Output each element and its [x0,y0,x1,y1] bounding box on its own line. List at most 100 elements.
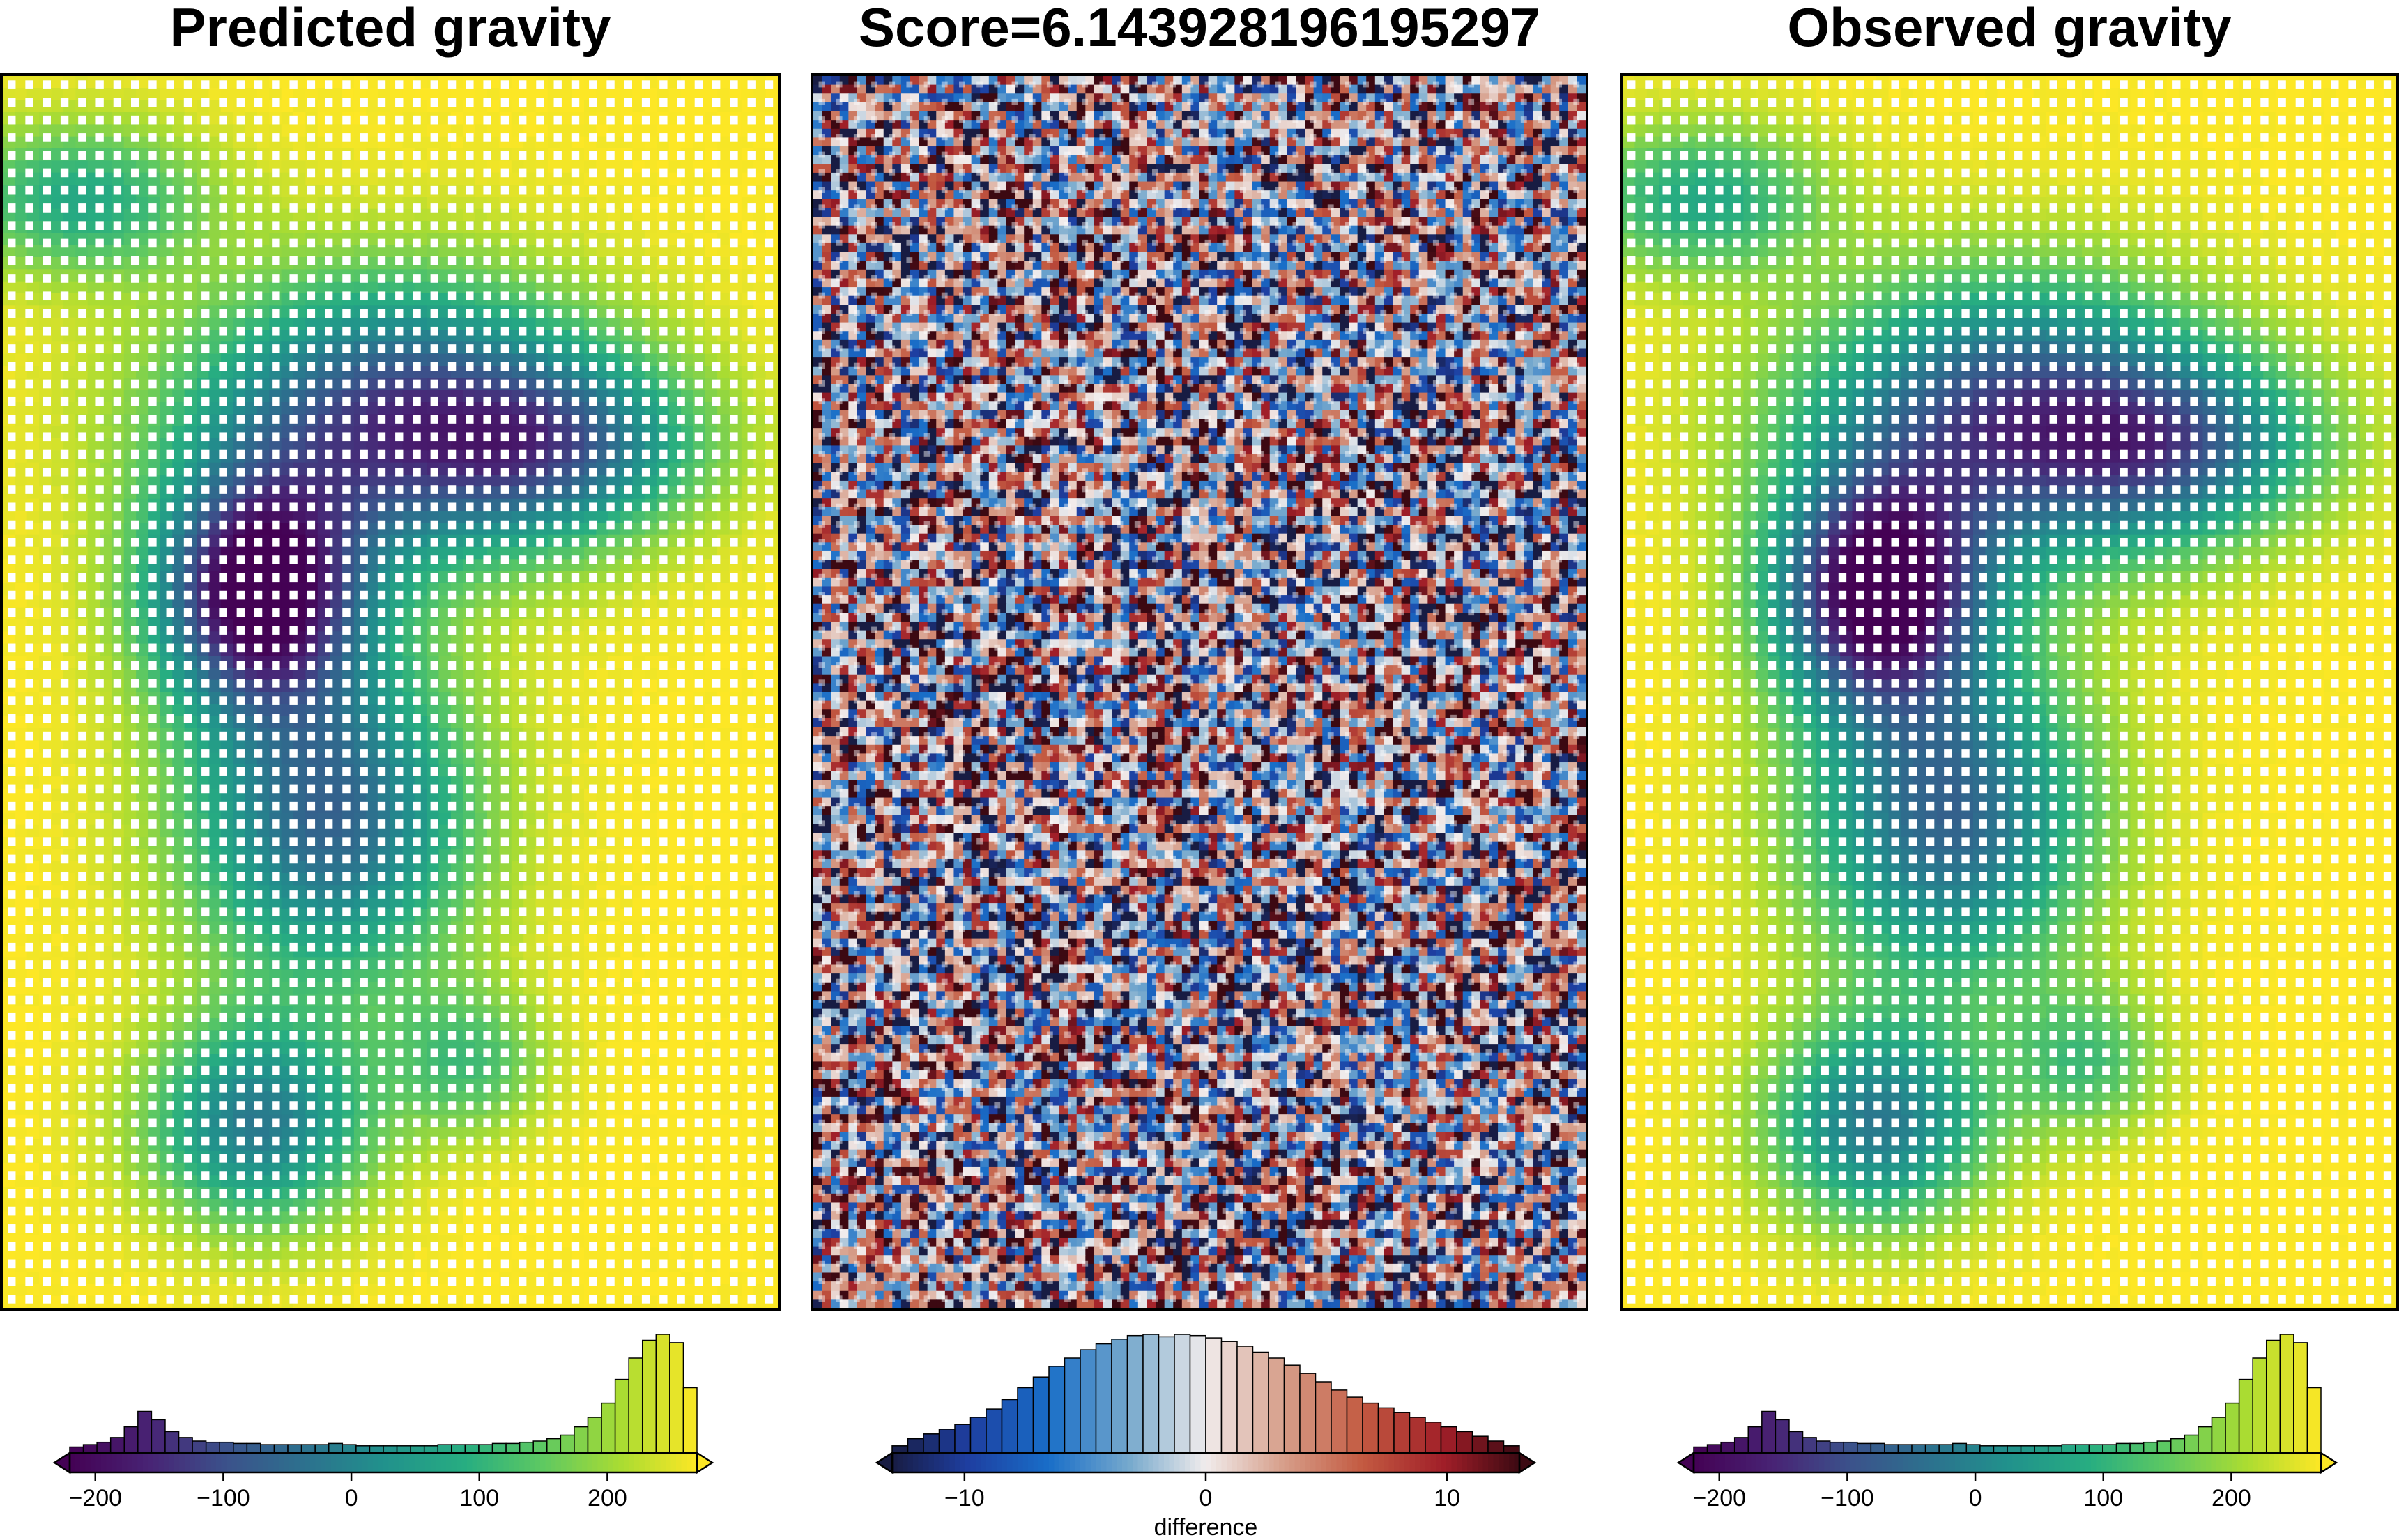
map-cell [136,233,149,246]
map-cell [353,88,367,101]
map-cell [112,88,125,101]
map-cell [390,88,403,101]
map-cell [438,245,452,258]
map-cell [753,293,767,306]
map-cell [112,245,125,258]
map-cell [172,583,185,596]
map-cell [172,946,185,958]
map-cell [560,1006,573,1019]
map-cell [753,583,767,596]
map-cell [560,692,573,704]
map-cell [717,257,730,270]
map-cell [753,245,767,258]
map-cell [402,197,415,210]
map-cell [608,281,621,294]
map-cell [172,305,185,318]
map-cell [753,607,767,620]
map-cell [26,88,40,101]
map-cell [560,353,573,367]
map-cell [560,704,573,717]
map-cell [560,305,573,318]
map-cell [184,88,197,101]
map-cell [753,136,767,149]
map-cell [330,148,343,161]
map-cell [172,969,185,983]
map-cell [753,438,767,451]
map-cell [560,607,573,620]
map-cell [753,390,767,403]
map-cell [717,293,730,306]
map-cell [220,281,233,294]
map-cell [753,776,767,790]
map-cell [317,281,330,294]
map-cell [366,679,379,693]
map-cell [172,124,185,137]
map-cell [560,112,573,125]
map-cell [560,438,573,451]
map-cell [487,281,500,294]
map-cell [596,124,609,137]
map-cell [366,172,379,185]
map-cell [172,317,185,330]
map-cell [523,221,537,233]
map-cell [523,245,537,258]
map-cell [172,136,185,149]
map-cell [366,88,379,101]
map-cell [172,643,185,656]
map-cell [15,293,28,306]
map-cell [136,160,149,174]
map-cell [753,909,767,922]
map-cell [596,112,609,125]
map-cell [620,245,634,258]
map-cell [269,281,282,294]
map-cell [753,885,767,898]
map-cell [245,245,258,258]
map-cell [87,245,100,258]
map-cell [596,221,609,233]
map-cell [15,172,28,185]
map-cell [523,197,537,210]
map-cell [172,933,185,946]
predicted-gravity-heatmap [3,76,778,1308]
map-cell [256,245,270,258]
map-cell [560,921,573,934]
map-cell [753,752,767,765]
map-cell [172,245,185,258]
map-cell [15,185,28,197]
map-cell [330,172,343,185]
map-cell [172,378,185,391]
map-cell [366,76,379,88]
map-cell [366,752,379,765]
map-cell [172,716,185,729]
map-cell [535,88,549,101]
map-cell [608,88,621,101]
map-cell [208,269,222,282]
map-cell [148,245,161,258]
map-cell [753,523,767,536]
map-cell [717,281,730,294]
map-cell [402,185,415,197]
map-cell [402,245,415,258]
map-cell [366,547,379,560]
map-cell [560,559,573,572]
map-cell [560,668,573,681]
map-cell [172,837,185,849]
map-cell [366,619,379,632]
map-cell [366,208,379,222]
map-cell [511,281,524,294]
map-cell [305,245,319,258]
map-cell [753,124,767,137]
map-cell [172,909,185,922]
map-cell [596,172,609,185]
map-cell [753,281,767,294]
map-cell [717,221,730,233]
map-cell [366,716,379,729]
map-cell [753,269,767,282]
map-cell [123,281,137,294]
map-cell [208,233,222,246]
map-cell [366,221,379,233]
map-cell [560,100,573,113]
map-cell [39,88,52,101]
map-cell [293,281,306,294]
map-cell [366,788,379,801]
